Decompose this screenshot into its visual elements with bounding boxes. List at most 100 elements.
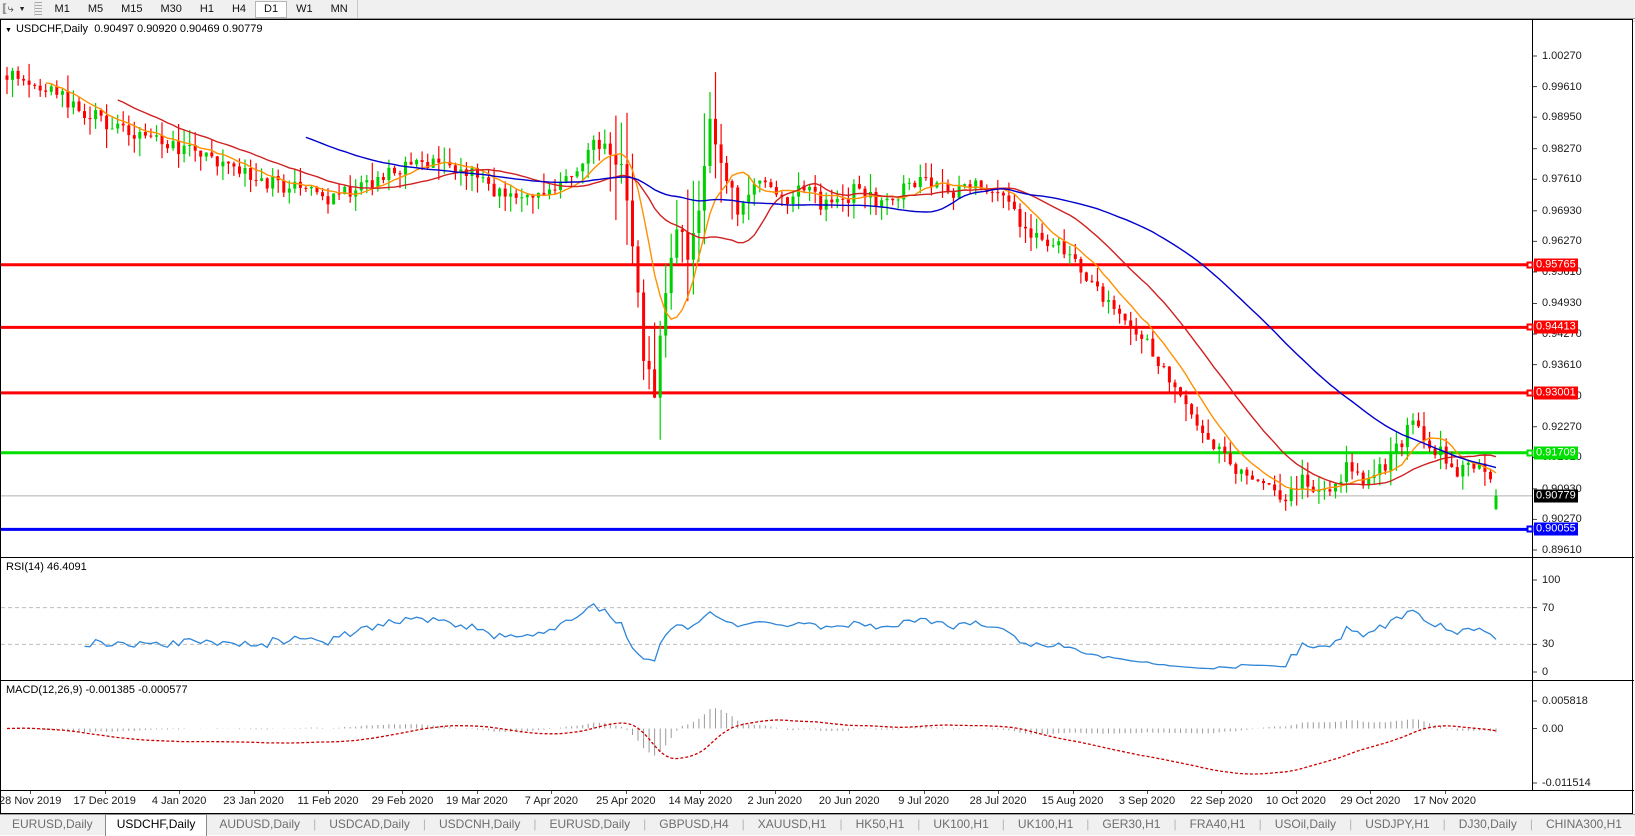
time-tick-label: 7 Apr 2020 <box>524 795 578 807</box>
price-tick-label: 0.93610 <box>1542 358 1582 371</box>
time-tick-label: 22 Sep 2020 <box>1190 795 1253 807</box>
timeframe-w1[interactable]: W1 <box>296 2 313 15</box>
level-drag-handle[interactable] <box>1526 525 1534 533</box>
time-tick-label: 19 Mar 2020 <box>446 795 508 807</box>
macd-pane[interactable]: MACD(12,26,9) -0.001385 -0.000577 0.0058… <box>1 681 1634 791</box>
macd-plot-area[interactable]: MACD(12,26,9) -0.001385 -0.000577 <box>1 681 1532 790</box>
price-axis[interactable]: 1.00270 0.99610 0.98950 0.98270 0.97610 0.969… <box>1526 20 1634 557</box>
timeframe-m30[interactable]: M30 <box>160 2 182 15</box>
price-tick-label: 0.99610 <box>1542 80 1582 93</box>
time-axis[interactable]: 28 Nov 2019 17 Dec 2019 4 Jan 2020 23 Jan 2… <box>0 791 1634 813</box>
time-tick <box>402 791 404 794</box>
level-price-chip[interactable]: 0.91709 <box>1534 446 1578 460</box>
macd-axis: 0.005818 0.00 -0.011514 <box>1532 681 1634 790</box>
chart-tab-gbpusd-h4[interactable]: GBPUSD,H4 <box>659 817 729 831</box>
tab-separator: | <box>1529 817 1533 831</box>
ohlc-low: 0.90469 <box>179 23 220 35</box>
timeframe-d1[interactable]: D1 <box>255 0 288 18</box>
chart-tab-china300-h1[interactable]: CHINA300,H1 <box>1545 817 1622 831</box>
rsi-label: RSI(14) 46.4091 <box>6 561 87 573</box>
time-tick-label: 17 Dec 2019 <box>73 795 136 807</box>
time-tick-label: 11 Feb 2020 <box>297 795 359 807</box>
macd-tick-label: 0.005818 <box>1542 695 1588 707</box>
chart-tab-usdjpy-h1[interactable]: USDJPY,H1 <box>1365 817 1430 831</box>
price-tick-label: 0.97610 <box>1542 173 1582 186</box>
chart-tab-fra40-h1[interactable]: FRA40,H1 <box>1189 817 1246 831</box>
price-plot-area[interactable]: ▼ USDCHF,Daily 0.90497 0.90920 0.90469 0.… <box>1 20 1532 557</box>
time-tick <box>700 791 702 794</box>
collapse-triangle-icon[interactable]: ▼ <box>5 27 12 34</box>
time-tick <box>179 791 181 794</box>
ohlc-high: 0.90920 <box>137 23 177 35</box>
level-price-chip[interactable]: 0.93001 <box>1534 386 1578 400</box>
rsi-tick-label: 30 <box>1542 638 1555 651</box>
timeframe-m5[interactable]: M5 <box>87 2 104 15</box>
level-price-chip[interactable]: 0.90055 <box>1534 522 1578 536</box>
price-tick-label: 0.94930 <box>1542 297 1582 310</box>
timeframe-m1[interactable]: M1 <box>54 2 70 15</box>
timeframe-toolbar: ⟦⤷ ▼ M1 M5 M15 M30 H1 H4 D1 W1 MN <box>0 0 1635 19</box>
time-tick <box>30 791 32 794</box>
timeframe-h1[interactable]: H1 <box>199 2 214 15</box>
toolbar-drag-handle[interactable] <box>33 2 42 16</box>
level-drag-handle[interactable] <box>1526 449 1534 457</box>
chart-tab-dj30-daily[interactable]: DJ30,Daily <box>1458 817 1517 831</box>
time-tick-label: 9 Jul 2020 <box>898 795 950 807</box>
chart-tab-audusd-daily[interactable]: AUDUSD,Daily <box>219 817 301 831</box>
chart-tab-usdcad-daily[interactable]: USDCAD,Daily <box>329 817 410 831</box>
chart-tab-ger30-h1[interactable]: GER30,H1 <box>1102 817 1161 831</box>
level-drag-handle[interactable] <box>1526 389 1534 397</box>
chart-tab-eurusd-daily[interactable]: EURUSD,Daily <box>12 817 93 831</box>
tab-separator: | <box>1001 817 1005 831</box>
price-tick-label: 0.89610 <box>1542 544 1582 556</box>
timeframe-mn[interactable]: MN <box>330 2 348 15</box>
rsi-plot-area[interactable]: RSI(14) 46.4091 <box>1 558 1532 680</box>
rsi-pane[interactable]: RSI(14) 46.4091 100 70 30 0 <box>1 558 1634 681</box>
rsi-tick-label: 0 <box>1542 666 1549 678</box>
tab-separator: | <box>1349 817 1353 831</box>
tab-separator: | <box>1173 817 1177 831</box>
time-tick-label: 4 Jan 2020 <box>151 795 207 807</box>
chart-tab-usdchf-daily[interactable]: USDCHF,Daily <box>104 814 208 836</box>
tab-separator: | <box>533 817 537 831</box>
price-pane[interactable]: ▼ USDCHF,Daily 0.90497 0.90920 0.90469 0.… <box>1 20 1634 558</box>
price-chart-svg <box>1 63 1532 531</box>
chart-tab-xauusd-h1[interactable]: XAUUSD,H1 <box>757 817 827 831</box>
time-tick <box>476 791 478 794</box>
time-tick <box>1444 791 1446 794</box>
chart-tab-eurusd-daily[interactable]: EURUSD,Daily <box>549 817 631 831</box>
current-price-chip[interactable]: 0.90779 <box>1534 489 1578 503</box>
chart-tab-uk100-h1[interactable]: UK100,H1 <box>1017 817 1074 831</box>
chevron-down-icon[interactable]: ▼ <box>18 5 26 13</box>
chart-tab-bar: EURUSD,Daily USDCHF,Daily AUDUSD,Daily | USD… <box>0 814 1635 836</box>
time-tick <box>104 791 106 794</box>
chart-tab-usdcnh-daily[interactable]: USDCNH,Daily <box>439 817 521 831</box>
time-tick-label: 3 Sep 2020 <box>1118 795 1176 807</box>
cursor-tool-group[interactable]: ⟦⤷ ▼ <box>0 0 28 18</box>
level-price-chip[interactable]: 0.95765 <box>1534 258 1578 272</box>
crosshair-cursor-icon[interactable]: ⟦⤷ <box>2 2 14 15</box>
chart-tab-uk100-h1[interactable]: UK100,H1 <box>933 817 989 831</box>
time-tick-label: 29 Oct 2020 <box>1340 795 1401 807</box>
time-tick <box>849 791 851 794</box>
time-tick-label: 25 Apr 2020 <box>596 795 656 807</box>
time-tick <box>1295 791 1297 794</box>
price-tick-label: 0.98950 <box>1542 111 1582 124</box>
time-tick <box>774 791 776 794</box>
timeframe-m15[interactable]: M15 <box>121 2 143 15</box>
timeframe-h4[interactable]: H4 <box>231 2 247 15</box>
price-tick-label: 0.96930 <box>1542 204 1582 217</box>
time-tick-label: 17 Nov 2020 <box>1413 795 1476 807</box>
chart-tab-hk50-h1[interactable]: HK50,H1 <box>855 817 905 831</box>
tab-separator: | <box>741 817 745 831</box>
tab-separator: | <box>422 817 426 831</box>
chart-tab-usoil-daily[interactable]: USOil,Daily <box>1274 817 1337 831</box>
time-tick <box>1146 791 1148 794</box>
level-drag-handle[interactable] <box>1526 323 1534 331</box>
rsi-axis: 100 70 30 0 <box>1532 558 1634 680</box>
level-price-chip[interactable]: 0.94413 <box>1534 320 1578 334</box>
tab-separator: | <box>1086 817 1090 831</box>
rsi-chart-svg <box>1 602 1532 670</box>
level-drag-handle[interactable] <box>1526 261 1534 269</box>
symbol-name: USDCHF,Daily <box>15 23 89 35</box>
